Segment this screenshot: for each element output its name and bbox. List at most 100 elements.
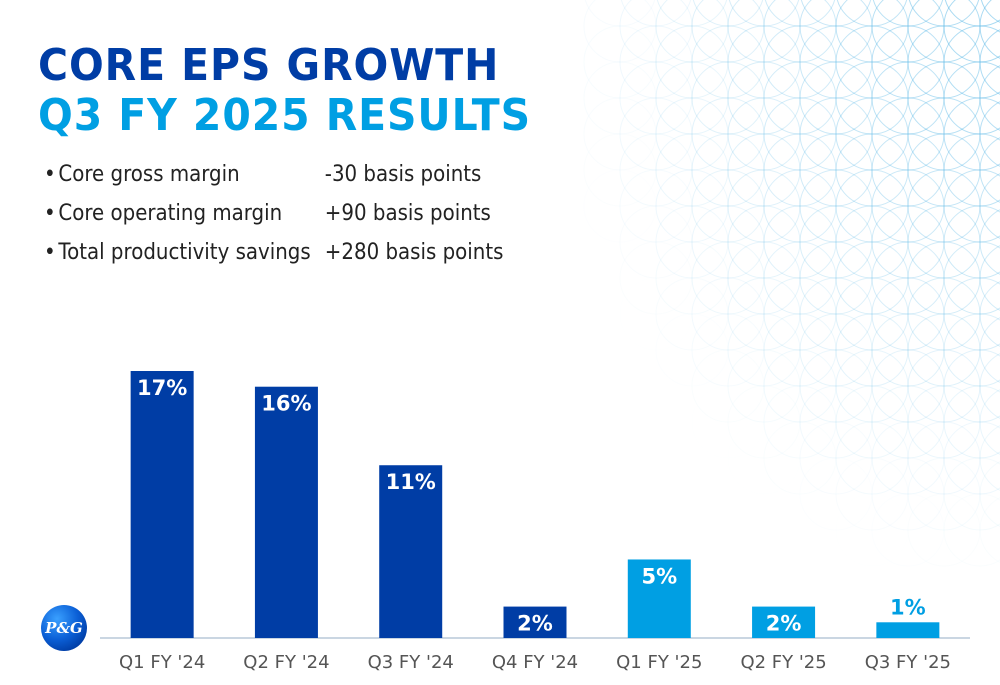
pattern-circle bbox=[907, 241, 981, 315]
pattern-circle bbox=[871, 205, 945, 279]
pattern-circle bbox=[763, 313, 837, 387]
pattern-circle bbox=[691, 205, 765, 279]
pattern-circle bbox=[691, 61, 765, 135]
pattern-circle bbox=[691, 277, 765, 351]
pattern-circle bbox=[692, 0, 764, 27]
pattern-circle bbox=[943, 0, 1000, 63]
pattern-circle bbox=[727, 241, 801, 315]
chart-bars: 17% Q1 FY '24 16% Q2 FY '24 11% Q3 FY '24 2% Q4… bbox=[119, 371, 951, 673]
pattern-circle bbox=[619, 25, 693, 99]
bar-value-label: 5% bbox=[641, 564, 677, 588]
pattern-circle bbox=[800, 0, 872, 27]
pattern-circle bbox=[655, 0, 729, 63]
pattern-circle bbox=[799, 349, 873, 423]
bar-value-label: 11% bbox=[386, 470, 436, 494]
bullet-dot-icon: • bbox=[44, 162, 56, 187]
pattern-circle bbox=[835, 205, 909, 279]
pattern-circle bbox=[691, 133, 765, 207]
pattern-circle bbox=[619, 205, 693, 279]
pattern-circle bbox=[835, 241, 909, 315]
pattern-circle bbox=[979, 389, 1000, 455]
pattern-circle bbox=[727, 277, 801, 351]
pattern-circle bbox=[763, 169, 837, 243]
pattern-circle bbox=[619, 133, 693, 207]
x-tick-label: Q2 FY '25 bbox=[740, 652, 826, 673]
pattern-circle bbox=[799, 205, 873, 279]
pattern-circle bbox=[871, 133, 945, 207]
pattern-circle bbox=[943, 169, 1000, 243]
pattern-circle bbox=[691, 0, 765, 63]
pattern-circle bbox=[871, 241, 945, 315]
bullet-label: Core gross margin bbox=[58, 162, 240, 187]
pattern-circle bbox=[655, 169, 729, 243]
pattern-circle bbox=[907, 421, 981, 495]
pattern-circle bbox=[943, 457, 1000, 531]
page-title: CORE EPS GROWTH bbox=[38, 40, 500, 91]
pattern-circle bbox=[583, 25, 657, 99]
pattern-circle bbox=[691, 169, 765, 243]
pattern-circle bbox=[907, 313, 981, 387]
pattern-circle bbox=[727, 313, 801, 387]
pattern-circle bbox=[835, 169, 909, 243]
margin-summary-list: • Core gross margin -30 basis points • C… bbox=[44, 155, 554, 272]
pattern-circle bbox=[943, 61, 1000, 135]
pattern-circle bbox=[835, 421, 909, 495]
bullet-value: +90 basis points bbox=[324, 201, 491, 226]
pattern-circle bbox=[835, 133, 909, 207]
pattern-circle bbox=[799, 277, 873, 351]
pattern-circle bbox=[763, 61, 837, 135]
pattern-circle bbox=[764, 0, 836, 27]
pattern-circle bbox=[943, 97, 1000, 171]
pattern-circle bbox=[583, 0, 657, 63]
bar-value-label: 17% bbox=[137, 376, 187, 400]
pattern-circle bbox=[835, 385, 909, 459]
bar bbox=[254, 386, 318, 638]
pattern-circle bbox=[979, 461, 1000, 527]
x-tick-label: Q3 FY '25 bbox=[865, 652, 951, 673]
pattern-circle bbox=[907, 133, 981, 207]
pattern-circle bbox=[979, 353, 1000, 419]
pattern-circle bbox=[763, 277, 837, 351]
pattern-circle bbox=[655, 205, 729, 279]
bullet-total-productivity-savings: • Total productivity savings +280 basis … bbox=[44, 233, 503, 272]
pattern-circle bbox=[727, 133, 801, 207]
pattern-circle bbox=[943, 349, 1000, 423]
pattern-circle bbox=[943, 277, 1000, 351]
pattern-circle bbox=[763, 0, 837, 63]
bullet-value: -30 basis points bbox=[324, 162, 482, 187]
pattern-circle bbox=[655, 133, 729, 207]
x-tick-label: Q2 FY '24 bbox=[243, 652, 329, 673]
pattern-circle bbox=[763, 97, 837, 171]
pattern-circle bbox=[799, 385, 873, 459]
pattern-circle bbox=[799, 169, 873, 243]
x-tick-label: Q1 FY '25 bbox=[616, 652, 702, 673]
pattern-circle bbox=[979, 0, 1000, 59]
pattern-circle bbox=[655, 25, 729, 99]
pattern-circle bbox=[763, 385, 837, 459]
pattern-circle bbox=[835, 25, 909, 99]
pattern-circle bbox=[655, 277, 729, 351]
bar-value-label: 1% bbox=[890, 595, 926, 619]
pattern-circle bbox=[871, 25, 945, 99]
pattern-circle bbox=[907, 97, 981, 171]
bullet-value: +280 basis points bbox=[324, 240, 504, 265]
pattern-circle bbox=[943, 133, 1000, 207]
pattern-circle bbox=[799, 25, 873, 99]
pattern-circle bbox=[979, 173, 1000, 239]
pattern-circle bbox=[583, 61, 657, 135]
pattern-circle bbox=[871, 169, 945, 243]
bullet-dot-icon: • bbox=[44, 240, 56, 265]
pattern-circle bbox=[799, 241, 873, 315]
pattern-circle bbox=[871, 277, 945, 351]
bullet-core-operating-margin: • Core operating margin +90 basis points bbox=[44, 194, 503, 233]
x-tick-label: Q1 FY '24 bbox=[119, 652, 205, 673]
pattern-circle bbox=[979, 101, 1000, 167]
pattern-circle bbox=[619, 169, 693, 243]
pattern-circle bbox=[943, 205, 1000, 279]
pattern-circle bbox=[799, 0, 873, 63]
pattern-circle bbox=[907, 385, 981, 459]
pattern-circle bbox=[907, 277, 981, 351]
pattern-circle bbox=[655, 97, 729, 171]
pattern-circle bbox=[836, 0, 908, 27]
